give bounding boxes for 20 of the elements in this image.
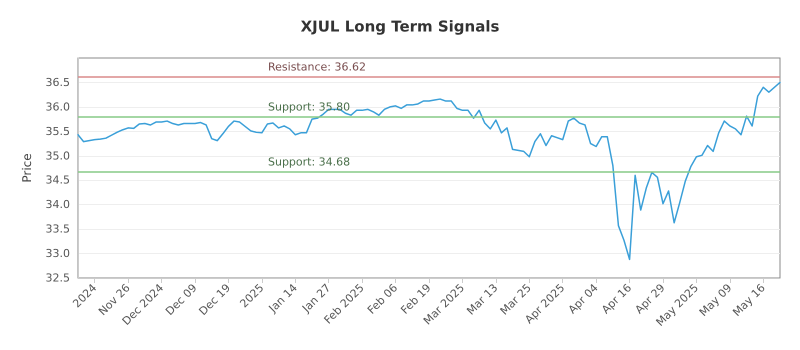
x-tick-label: Apr 04	[566, 281, 601, 316]
chart-title: XJUL Long Term Signals	[300, 18, 500, 36]
line-series	[77, 82, 781, 260]
ref-line-label: Support: 34.68	[268, 155, 350, 168]
y-tick-label: 34.5	[46, 174, 70, 187]
y-tick-label: 35.5	[46, 124, 70, 138]
x-tick-label: Mar 13	[464, 281, 500, 318]
y-tick-label: 33.5	[46, 222, 70, 236]
ref-line-label: Resistance: 36.62	[268, 60, 366, 74]
x-tick-label: Feb 06	[364, 281, 400, 317]
y-tick-label: 33.0	[46, 247, 70, 260]
x-tick-label: Jan 14	[266, 281, 300, 316]
y-axis-title: Price	[20, 153, 34, 183]
ref-line-label: Support: 35.80	[268, 100, 350, 114]
y-tick-label: 34.0	[46, 198, 70, 212]
x-tick-label: Apr 16	[599, 281, 634, 316]
y-tick-label: 32.5	[46, 272, 70, 284]
y-tick-label: 36.5	[46, 76, 70, 89]
y-tick-label: 36.0	[46, 100, 70, 114]
y-tick-label: 35.0	[46, 149, 70, 162]
